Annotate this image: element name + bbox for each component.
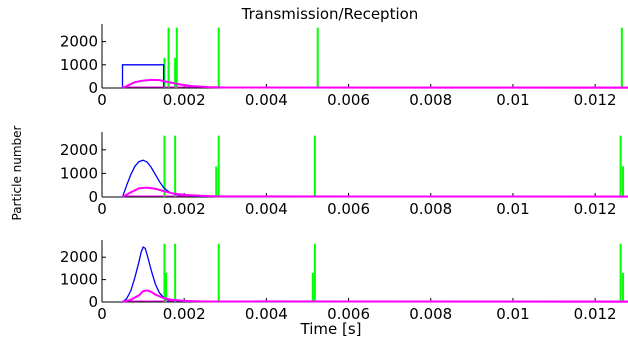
y-tick-label: 2000 <box>60 33 98 51</box>
x-tick-label: 0.002 <box>163 200 206 218</box>
y-tick-label: 0 <box>88 188 98 206</box>
x-tick-label: 0.006 <box>327 91 370 109</box>
x-tick-label: 0.008 <box>409 305 452 323</box>
x-tick-label: 0.01 <box>496 200 529 218</box>
x-tick-label: 0.006 <box>327 305 370 323</box>
series-line-blue <box>121 64 165 88</box>
x-tick-label: 0 <box>97 200 107 218</box>
chart-title: Transmission/Reception <box>241 5 419 23</box>
x-tick-label: 0.01 <box>496 305 529 323</box>
x-tick-label: 0.01 <box>496 91 529 109</box>
y-tick-label: 0 <box>88 79 98 97</box>
x-tick-label: 0.002 <box>163 305 206 323</box>
x-tick-label: 0.006 <box>327 200 370 218</box>
y-tick-label: 2000 <box>60 248 98 266</box>
y-tick-label: 1000 <box>60 271 98 289</box>
x-tick-label: 0.012 <box>574 305 617 323</box>
y-tick-label: 1000 <box>60 56 98 74</box>
x-tick-label: 0.008 <box>409 91 452 109</box>
subplot-1: 0 1000 2000 0 0.002 0.004 0.006 0.008 0.01 0.012 <box>60 24 628 109</box>
x-tick-label: 0.004 <box>245 200 288 218</box>
series-line-magenta <box>122 289 628 303</box>
y-tick-label: 1000 <box>60 164 98 182</box>
x-tick-label: 0.012 <box>574 91 617 109</box>
x-tick-label: 0.004 <box>245 305 288 323</box>
y-tick-label: 0 <box>88 293 98 311</box>
x-tick-label: 0.008 <box>409 200 452 218</box>
y-axis-label: Particle number <box>10 125 24 220</box>
x-tick-label: 0 <box>97 91 107 109</box>
x-tick-label: 0.012 <box>574 200 617 218</box>
x-tick-label: 0.002 <box>163 91 206 109</box>
y-tick-label: 2000 <box>60 141 98 159</box>
x-tick-label: 0.004 <box>245 91 288 109</box>
subplot-3: 0 1000 2000 0 0.002 0.004 0.006 0.008 0.01 0.012 <box>60 240 628 323</box>
x-tick-label: 0 <box>97 305 107 323</box>
x-axis-label: Time [s] <box>300 320 362 338</box>
subplot-2: 0 1000 2000 0 0.002 0.004 0.006 0.008 0.01 0.012 <box>60 132 628 218</box>
